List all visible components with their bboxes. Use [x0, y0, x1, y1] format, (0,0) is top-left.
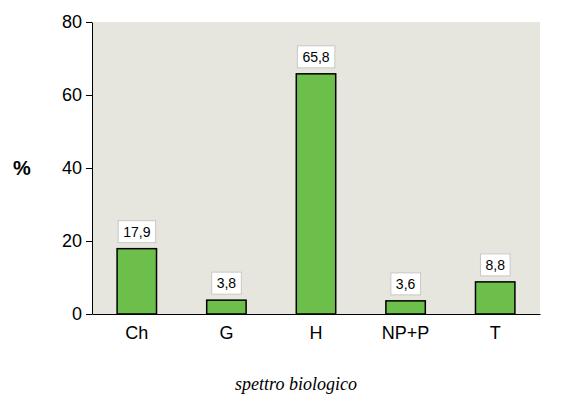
y-tick-label: 80: [62, 12, 82, 32]
chart-title: spettro biologico: [235, 374, 357, 394]
bar: [296, 74, 335, 314]
data-label-text: 17,9: [123, 224, 150, 240]
y-tick: 60: [62, 85, 92, 105]
x-tick-label: Ch: [125, 323, 148, 343]
bar: [386, 301, 425, 314]
y-tick-label: 0: [72, 304, 82, 324]
x-tick-label: H: [310, 323, 323, 343]
x-tick: G: [219, 314, 233, 343]
y-tick-label: 60: [62, 85, 82, 105]
x-tick-label: T: [490, 323, 501, 343]
x-tick: T: [490, 314, 501, 343]
y-tick: 40: [62, 158, 92, 178]
y-axis-title: %: [13, 157, 31, 179]
y-tick: 0: [72, 304, 92, 324]
y-tick-mark: [86, 22, 92, 23]
data-label-box: [480, 254, 510, 276]
y-tick: 20: [62, 231, 92, 251]
bar: [117, 249, 156, 314]
x-tick-label: NP+P: [382, 323, 430, 343]
y-tick-mark: [86, 168, 92, 169]
data-label-text: 8,8: [485, 257, 505, 273]
x-tick: Ch: [125, 314, 148, 343]
x-axis-line: [93, 314, 541, 315]
data-label: 65,8: [297, 46, 334, 68]
y-tick-label: 40: [62, 158, 82, 178]
y-axis-line: [92, 23, 93, 315]
x-tick-label: G: [219, 323, 233, 343]
plot: 0 20 40 60 80 Ch G H NP+P T 17,9 3,8 65,8 3,6 8,8: [62, 12, 541, 343]
y-tick-mark: [86, 95, 92, 96]
bar: [475, 282, 514, 314]
bar: [207, 300, 246, 314]
y-tick-label: 20: [62, 231, 82, 251]
data-label-box: [297, 46, 334, 68]
plot-background: [92, 22, 540, 314]
data-label: 3,6: [391, 273, 421, 295]
x-axis: Ch G H NP+P T: [93, 314, 541, 343]
data-label-text: 3,8: [217, 275, 237, 291]
y-tick-mark: [86, 241, 92, 242]
x-tick: NP+P: [382, 314, 430, 343]
y-tick-mark: [86, 314, 92, 315]
data-label: 8,8: [480, 254, 510, 276]
bars: [117, 74, 515, 314]
data-label-text: 3,6: [396, 276, 416, 292]
data-label-text: 65,8: [302, 49, 329, 65]
data-labels: 17,9 3,8 65,8 3,6 8,8: [118, 46, 510, 295]
y-axis: 0 20 40 60 80: [62, 12, 93, 324]
data-label: 3,8: [212, 272, 242, 294]
chart: 0 20 40 60 80 Ch G H NP+P T 17,9 3,8 65,8 3,6 8,8% spet…: [0, 0, 562, 404]
data-label-box: [391, 273, 421, 295]
y-tick: 80: [62, 12, 92, 32]
data-label-box: [118, 221, 155, 243]
x-tick: H: [310, 314, 323, 343]
data-label: 17,9: [118, 221, 155, 243]
data-label-box: [212, 272, 242, 294]
